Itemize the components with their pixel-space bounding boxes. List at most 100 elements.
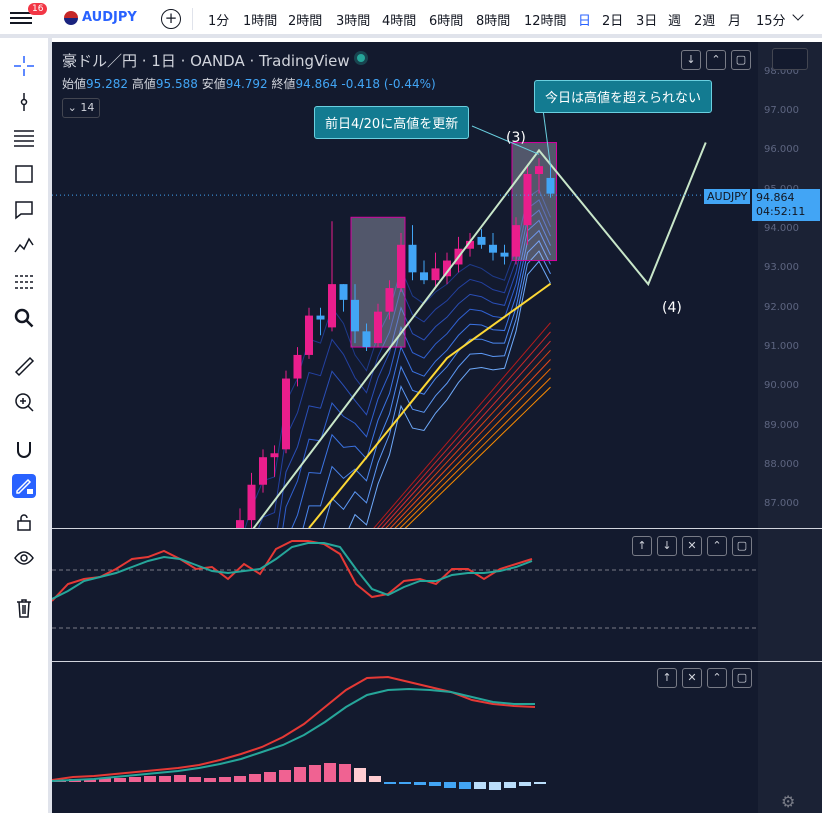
timeframe-8[interactable]: 日 xyxy=(578,14,592,29)
zoom-in-icon[interactable] xyxy=(12,390,36,414)
symbol-label: AUDJPY xyxy=(82,10,137,25)
symbol-search-button[interactable]: AUDJPY xyxy=(64,10,137,25)
collapse-pane-icon[interactable]: ⌃ xyxy=(707,668,727,688)
price-axis[interactable] xyxy=(758,42,822,528)
arrow-down-icon[interactable]: ↓ xyxy=(681,50,701,70)
screenshot-button[interactable] xyxy=(772,48,808,70)
timeframe-2[interactable]: 2時間 xyxy=(288,14,323,29)
menu-icon[interactable] xyxy=(10,9,32,27)
price-tick: 91.000 xyxy=(764,341,799,353)
trash-icon[interactable] xyxy=(12,596,36,620)
close-pane-icon[interactable]: ✕ xyxy=(682,668,702,688)
wave-3-label: (3) xyxy=(506,130,526,146)
candle-body xyxy=(328,284,336,328)
elliott-wave-icon[interactable] xyxy=(12,234,36,258)
ma-ribbon-line xyxy=(348,260,551,528)
price-tick: 90.000 xyxy=(764,380,799,392)
callout-previous-high[interactable]: 前日4/20に高値を更新 xyxy=(314,106,470,139)
maximize-pane-icon[interactable]: ▢ xyxy=(732,668,752,688)
bar-countdown: 04:52:11 xyxy=(756,205,806,218)
change-value: -0.418 (-0.44%) xyxy=(341,77,436,91)
timeframe-13[interactable]: 月 xyxy=(728,14,742,29)
horizontal-lines-icon[interactable] xyxy=(12,126,36,150)
indicators-collapse-button[interactable]: ⌄ 14 xyxy=(62,98,100,118)
candle-body xyxy=(500,252,509,257)
timeframe-11[interactable]: 週 xyxy=(668,14,682,29)
candle-body xyxy=(408,244,417,273)
main-price-pane[interactable] xyxy=(52,42,758,528)
timeframe-5[interactable]: 6時間 xyxy=(429,14,464,29)
candle-body xyxy=(293,354,302,379)
collapse-pane-icon[interactable]: ⌃ xyxy=(706,50,726,70)
candle-body xyxy=(362,331,371,348)
forecast-tools-icon[interactable] xyxy=(12,270,36,294)
timeframe-14[interactable]: 15分 xyxy=(756,14,786,29)
compare-add-icon[interactable]: + xyxy=(161,9,181,29)
pane-divider[interactable] xyxy=(52,661,822,662)
rectangle-icon[interactable] xyxy=(12,162,36,186)
oscillator-pane[interactable] xyxy=(52,529,822,661)
macd-histogram-bar xyxy=(429,782,441,786)
collapse-pane-icon[interactable]: ⌃ xyxy=(707,536,727,556)
timeframe-4[interactable]: 4時間 xyxy=(382,14,417,29)
macd-histogram-bar xyxy=(159,776,171,782)
candle-body xyxy=(489,244,497,253)
eye-icon[interactable] xyxy=(12,546,36,570)
ma-ribbon-line xyxy=(394,368,551,528)
maximize-pane-icon[interactable]: ▢ xyxy=(731,50,751,70)
chevron-down-icon[interactable] xyxy=(792,9,804,21)
price-tick: 88.000 xyxy=(764,459,799,471)
candle-body xyxy=(535,166,543,174)
candle-body xyxy=(236,520,244,528)
candle-body xyxy=(247,484,256,521)
callout-no-new-high[interactable]: 今日は高値を超えられない xyxy=(534,80,713,113)
price-tick: 96.000 xyxy=(764,144,799,156)
candle-body xyxy=(316,315,325,320)
price-tick: 92.000 xyxy=(764,301,799,313)
maximize-pane-icon[interactable]: ▢ xyxy=(732,536,752,556)
timeframe-9[interactable]: 2日 xyxy=(602,14,624,29)
timeframe-3[interactable]: 3時間 xyxy=(336,14,371,29)
move-up-icon[interactable]: ↑ xyxy=(632,536,652,556)
move-down-icon[interactable]: ↓ xyxy=(657,536,677,556)
ma-ribbon-line xyxy=(381,340,551,528)
text-note-icon[interactable] xyxy=(12,198,36,222)
drawing-mode-lock-icon[interactable] xyxy=(12,474,36,498)
toolbar-separator xyxy=(192,8,193,30)
ruler-icon[interactable] xyxy=(12,354,36,378)
macd-pane[interactable] xyxy=(52,662,822,813)
ma-ribbon-line xyxy=(302,240,551,528)
macd-histogram-bar xyxy=(384,782,396,784)
candle-body xyxy=(374,311,382,344)
search-icon[interactable] xyxy=(12,306,36,330)
ma-ribbon-line xyxy=(291,229,551,528)
ma-ribbon-line xyxy=(385,349,551,528)
candle-body xyxy=(351,299,359,332)
macd-histogram-bar xyxy=(489,782,501,790)
current-price-tag: 94.864 04:52:11 xyxy=(752,189,820,221)
timeframe-6[interactable]: 8時間 xyxy=(476,14,511,29)
macd-histogram-bar xyxy=(339,764,351,782)
candle-body xyxy=(305,315,313,355)
timeframe-10[interactable]: 3日 xyxy=(636,14,658,29)
macd-histogram-bar xyxy=(519,782,531,786)
move-up-icon[interactable]: ↑ xyxy=(657,668,677,688)
timeframe-0[interactable]: 1分 xyxy=(208,14,230,29)
macd-histogram-bar xyxy=(414,782,426,785)
flag-icon xyxy=(64,10,78,25)
candle-body xyxy=(282,378,290,450)
chart-area[interactable]: 98.00097.00096.00095.00094.00093.00092.0… xyxy=(52,42,822,813)
trend-line-icon[interactable] xyxy=(12,90,36,114)
settings-gear-icon[interactable]: ⚙ xyxy=(781,792,796,811)
magnet-icon[interactable] xyxy=(12,438,36,462)
macd-histogram-bar xyxy=(99,778,111,782)
lock-icon[interactable] xyxy=(12,510,36,534)
crosshair-icon[interactable] xyxy=(12,54,36,78)
timeframe-7[interactable]: 12時間 xyxy=(524,14,567,29)
close-pane-icon[interactable]: ✕ xyxy=(682,536,702,556)
candle-body xyxy=(259,457,267,485)
timeframe-12[interactable]: 2週 xyxy=(694,14,716,29)
macd-histogram-bar xyxy=(204,778,216,782)
timeframe-1[interactable]: 1時間 xyxy=(243,14,278,29)
pane-divider[interactable] xyxy=(52,528,822,529)
